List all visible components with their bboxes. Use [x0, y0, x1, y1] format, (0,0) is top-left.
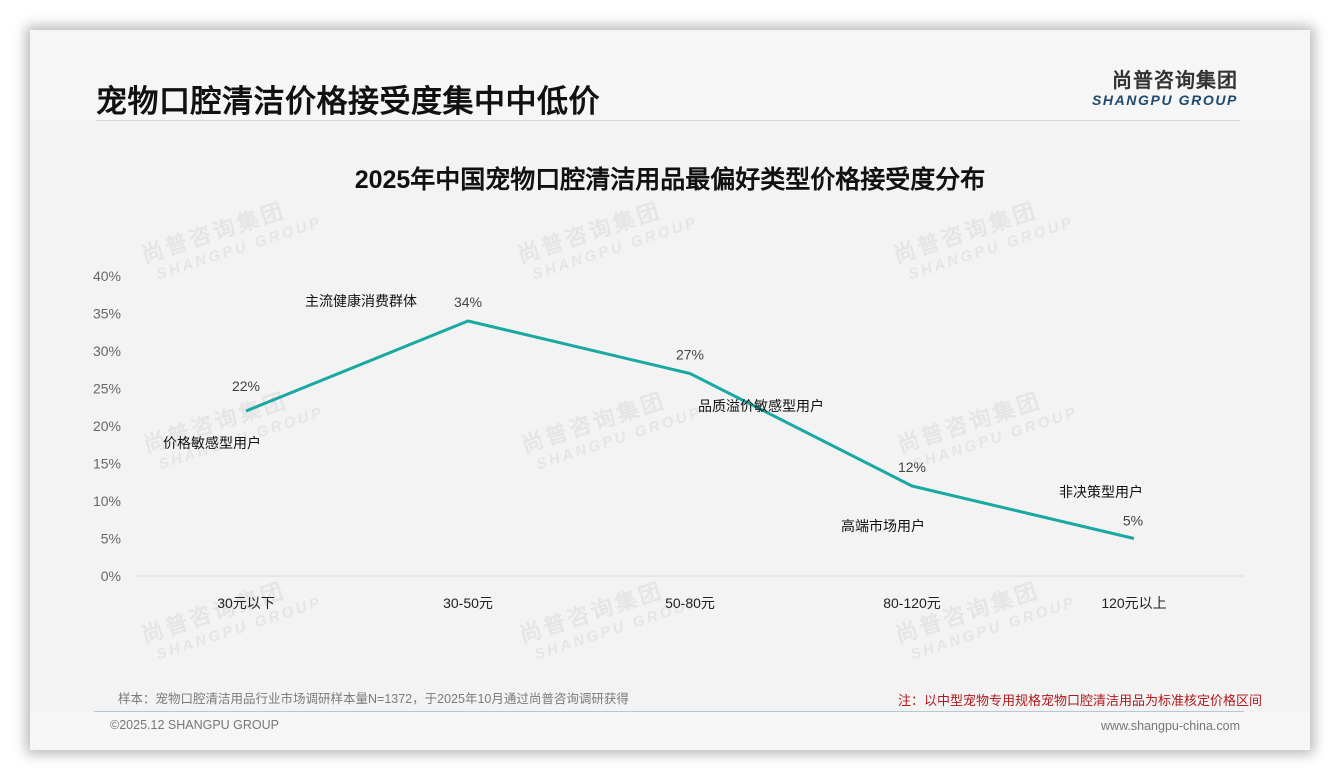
x-tick-label: 120元以上	[1101, 595, 1166, 611]
logo-cn-text: 尚普咨询集团	[1112, 70, 1238, 92]
chart-title: 2025年中国宠物口腔清洁用品最偏好类型价格接受度分布	[354, 166, 986, 194]
segment-annotation: 主流健康消费群体	[305, 293, 417, 309]
page-title: 宠物口腔清洁价格接受度集中中低价	[96, 84, 600, 119]
line-chart: 0% 5% 10% 15% 20% 25% 30% 35% 40% 30元以下 30-50元 50-…	[93, 268, 1244, 611]
x-axis: 30元以下 30-50元 50-80元 80-120元 120元以上	[217, 595, 1166, 611]
y-tick-label: 15%	[93, 456, 121, 472]
y-tick-label: 40%	[93, 268, 121, 284]
x-tick-label: 80-120元	[883, 595, 941, 611]
data-value-label: 34%	[454, 294, 482, 310]
remark-note: 注：以中型宠物专用规格宠物口腔清洁用品为标准核定价格区间	[897, 693, 1262, 708]
y-axis: 0% 5% 10% 15% 20% 25% 30% 35% 40%	[93, 268, 121, 584]
y-tick-label: 35%	[93, 306, 121, 322]
segment-annotation: 高端市场用户	[841, 518, 925, 534]
value-labels: 22% 34% 27% 12% 5%	[232, 294, 1143, 529]
report-slide: 宠物口腔清洁价格接受度集中中低价 尚普咨询集团 SHANGPU GROUP 20…	[30, 30, 1310, 750]
company-logo: 尚普咨询集团 SHANGPU GROUP	[1088, 64, 1238, 108]
website: www.shangpu-china.com	[1101, 719, 1240, 733]
y-tick-label: 0%	[101, 568, 121, 584]
sample-note: 样本：宠物口腔清洁用品行业市场调研样本量N=1372，于2025年10月通过尚普…	[118, 692, 629, 706]
y-tick-label: 25%	[93, 381, 121, 397]
y-tick-label: 20%	[93, 418, 121, 434]
y-tick-label: 5%	[101, 531, 121, 547]
logo-en-text: SHANGPU GROUP	[1091, 92, 1238, 108]
x-tick-label: 30元以下	[217, 595, 275, 611]
data-value-label: 5%	[1123, 513, 1143, 529]
data-value-label: 27%	[676, 347, 704, 363]
series-line	[245, 319, 1135, 540]
segment-annotation: 价格敏感型用户	[163, 435, 261, 451]
data-value-label: 22%	[232, 378, 260, 394]
footer-divider	[94, 711, 1244, 712]
x-tick-label: 50-80元	[665, 595, 715, 611]
data-value-label: 12%	[898, 459, 926, 475]
y-tick-label: 30%	[93, 343, 121, 359]
segment-annotation: 非决策型用户	[1059, 484, 1143, 500]
copyright: ©2025.12 SHANGPU GROUP	[110, 718, 279, 732]
header-band	[30, 30, 1310, 120]
segment-annotation: 品质溢价敏感型用户	[698, 398, 824, 414]
title-divider	[96, 120, 1240, 121]
footer-band	[30, 712, 1310, 750]
x-tick-label: 30-50元	[443, 595, 493, 611]
y-tick-label: 10%	[93, 493, 121, 509]
